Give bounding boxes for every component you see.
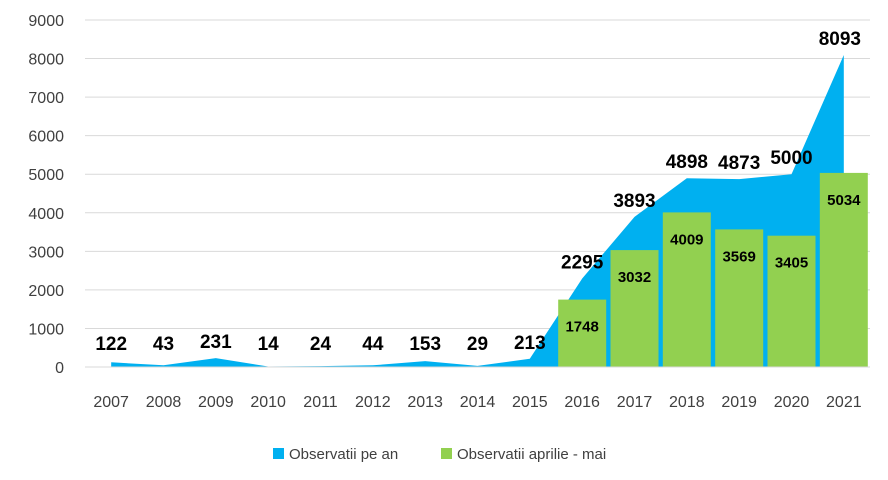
area-data-label: 5000 (770, 148, 812, 169)
y-tick-label: 4000 (28, 206, 64, 223)
bar-2020 (767, 235, 816, 367)
x-tick-label: 2017 (617, 394, 653, 411)
y-tick-label: 1000 (28, 321, 64, 338)
x-tick-label: 2016 (564, 394, 600, 411)
legend-label-1: Observatii pe an (289, 446, 398, 463)
area-data-labels: 122 43 231 14 24 44 153 29 213 2295 3893 4898 4873 50… (95, 29, 861, 355)
y-tick-label: 5000 (28, 167, 64, 184)
bar-2017 (610, 250, 659, 367)
bar-2016 (558, 299, 607, 367)
legend-label-2: Observatii aprilie - mai (457, 446, 606, 463)
x-tick-label: 2009 (198, 394, 234, 411)
bar-2018 (662, 212, 711, 367)
x-tick-label: 2007 (93, 394, 129, 411)
bar-2019 (715, 229, 764, 367)
bar-data-label: 1748 (565, 319, 598, 336)
area-data-label: 122 (95, 334, 127, 355)
area-data-label: 4873 (718, 153, 760, 174)
y-tick-label: 9000 (28, 13, 64, 30)
bar-data-label: 3405 (775, 255, 808, 272)
area-data-label: 29 (467, 334, 488, 355)
legend: Observatii pe an Observatii aprilie - mai (273, 446, 606, 463)
bar-2021 (819, 172, 868, 367)
bar-data-label: 4009 (670, 231, 703, 248)
area-data-label: 213 (514, 333, 546, 354)
y-tick-label: 8000 (28, 52, 64, 69)
y-tick-label: 0 (55, 360, 64, 377)
bar-data-label: 5034 (827, 192, 861, 209)
x-tick-label: 2018 (669, 394, 705, 411)
area-data-label: 231 (200, 332, 232, 353)
x-tick-label: 2012 (355, 394, 391, 411)
area-data-label: 153 (409, 334, 441, 355)
y-axis-ticks: 0 1000 2000 3000 4000 5000 6000 7000 8000 9000 (28, 13, 64, 377)
gridlines (85, 19, 870, 329)
x-tick-label: 2019 (721, 394, 757, 411)
x-tick-label: 2021 (826, 394, 862, 411)
area-data-label: 8093 (819, 29, 861, 50)
bar-data-label: 3032 (618, 269, 651, 286)
legend-swatch-1 (273, 448, 284, 459)
area-data-label: 3893 (613, 191, 655, 212)
y-tick-label: 7000 (28, 90, 64, 107)
area-series-fill (111, 55, 844, 367)
area-data-label: 44 (362, 334, 384, 355)
bar-data-label: 3569 (722, 248, 755, 265)
legend-swatch-2 (441, 448, 452, 459)
bar-data-labels: 1748 3032 4009 3569 3405 5034 (565, 192, 861, 336)
area-data-label: 4898 (666, 152, 708, 173)
area-series (111, 55, 844, 367)
area-data-label: 2295 (561, 253, 604, 274)
x-tick-label: 2014 (460, 394, 496, 411)
area-data-label: 24 (310, 334, 332, 355)
y-tick-label: 6000 (28, 129, 64, 146)
bar-series (558, 172, 868, 367)
y-tick-label: 2000 (28, 283, 64, 300)
area-data-label: 43 (153, 334, 174, 355)
y-tick-label: 3000 (28, 244, 64, 261)
x-tick-label: 2015 (512, 394, 548, 411)
x-tick-label: 2008 (146, 394, 182, 411)
x-tick-label: 2013 (407, 394, 443, 411)
area-data-label: 14 (258, 334, 280, 355)
x-tick-label: 2011 (303, 394, 338, 411)
x-tick-label: 2020 (774, 394, 810, 411)
x-tick-label: 2010 (250, 394, 286, 411)
x-axis-ticks: 2007 2008 2009 2010 2011 2012 2013 2014 2015 2016… (93, 394, 861, 411)
